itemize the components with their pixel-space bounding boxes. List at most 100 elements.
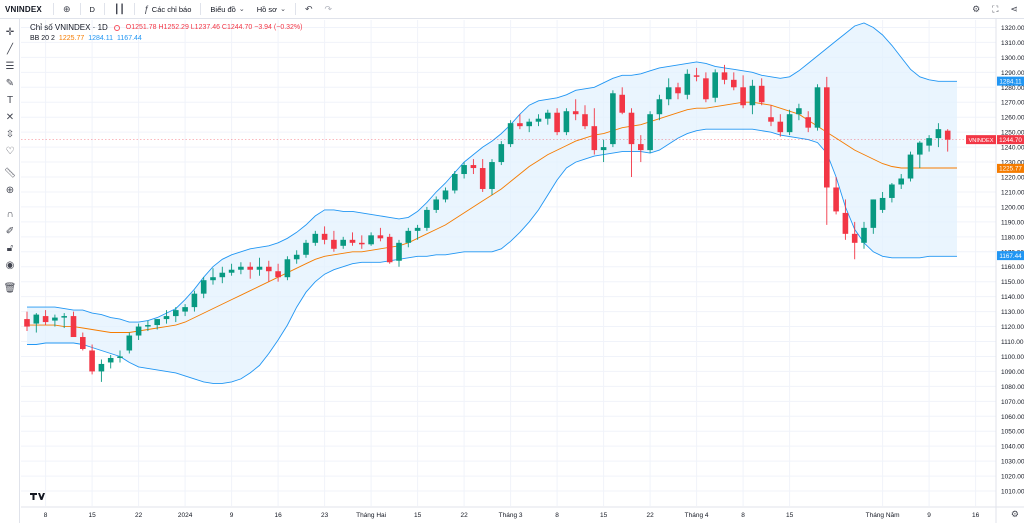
x-tick-label: Tháng 4 xyxy=(685,512,709,519)
candle-body xyxy=(321,233,328,240)
trash-icon[interactable]: 🗑︎ xyxy=(3,283,17,294)
toolbar-divider xyxy=(79,3,81,15)
candle xyxy=(638,135,644,163)
price-axis-badge xyxy=(997,251,1024,261)
candle-body xyxy=(145,325,151,327)
share-button[interactable]: ⋖ xyxy=(1004,0,1024,19)
candle-body xyxy=(926,138,932,146)
candle xyxy=(238,262,244,275)
candle-body xyxy=(703,78,709,100)
candle xyxy=(126,332,133,354)
undo-button[interactable]: ↶ xyxy=(299,0,319,19)
candle-body xyxy=(303,242,309,255)
candle xyxy=(526,118,532,133)
x-tick-label: 15 xyxy=(786,512,794,519)
ruler-icon[interactable]: 📏︎ xyxy=(3,168,17,179)
candle xyxy=(461,162,467,179)
chart-type-label: Biểu đồ xyxy=(210,4,236,14)
candle-body xyxy=(70,316,77,338)
candle-body xyxy=(610,93,616,145)
heart-icon[interactable]: ♡ xyxy=(5,146,15,157)
top-toolbar: VNINDEX ⊕ D ┃┃ ƒ Các chỉ báo Biểu đồ ⌄ Hồ … xyxy=(0,0,1024,19)
chart-type-button[interactable]: Biểu đồ ⌄ xyxy=(204,0,250,19)
candle xyxy=(758,78,765,106)
symbol-search-button[interactable]: VNINDEX xyxy=(5,4,42,14)
fib-icon[interactable]: ☰ xyxy=(5,61,15,72)
candle xyxy=(851,221,858,260)
x-tick-label: 8 xyxy=(555,512,559,519)
candle-body xyxy=(33,314,40,324)
candle xyxy=(731,72,737,91)
candle xyxy=(889,182,895,203)
candle xyxy=(777,114,784,137)
crosshair-icon[interactable]: ✛ xyxy=(5,27,15,38)
y-tick-label: 1250.00 xyxy=(1001,130,1024,137)
y-tick-label: 1290.00 xyxy=(1001,70,1024,77)
redo-button[interactable]: ↷ xyxy=(318,0,338,19)
template-button[interactable]: Hồ sơ ⌄ xyxy=(251,0,292,19)
candle xyxy=(70,311,77,338)
toolbar-divider xyxy=(103,3,105,15)
candle xyxy=(628,108,635,178)
candle-body xyxy=(349,239,356,243)
bb-upper-value: 1284.11 xyxy=(88,35,114,42)
candle xyxy=(80,332,86,351)
chart-style-button[interactable]: ┃┃ xyxy=(108,0,131,19)
y-tick-label: 1010.00 xyxy=(1001,489,1024,496)
candle-body xyxy=(340,239,346,246)
candle-body xyxy=(777,121,784,133)
fullscreen-icon: ⛶ xyxy=(992,4,999,14)
add-symbol-button[interactable]: ⊕ xyxy=(57,0,77,19)
measure-icon[interactable]: ⇳ xyxy=(5,129,15,140)
candle-body xyxy=(461,165,467,175)
candle-body xyxy=(238,266,244,270)
candle xyxy=(452,171,458,194)
interval-button[interactable]: D xyxy=(89,4,95,14)
y-tick-label: 1090.00 xyxy=(1001,369,1024,376)
candle xyxy=(479,159,486,192)
candle-body xyxy=(554,112,560,133)
fullscreen-button[interactable]: ⛶ xyxy=(986,0,1004,19)
candle-body xyxy=(368,235,374,245)
candle-body xyxy=(786,114,793,133)
y-tick-label: 1210.00 xyxy=(1001,189,1024,196)
indicators-button[interactable]: ƒ Các chỉ báo xyxy=(138,0,198,19)
price-axis-badge xyxy=(997,163,1024,173)
brush-icon[interactable]: ✎ xyxy=(5,78,15,89)
candle xyxy=(665,78,672,106)
eye-icon[interactable]: ◉ xyxy=(5,260,15,271)
candle xyxy=(907,151,914,182)
trend-line-icon[interactable]: ╱ xyxy=(6,44,14,55)
legend-bb-row[interactable]: BB 20 2 1225.77 1284.11 1167.44 xyxy=(30,33,303,44)
candle xyxy=(693,67,700,82)
zoom-icon[interactable]: ⊕ xyxy=(5,185,15,196)
x-tick-label: 16 xyxy=(972,512,980,519)
candle-body xyxy=(479,168,486,189)
magnet-icon[interactable]: ∩ xyxy=(6,209,14,220)
candle xyxy=(917,141,923,169)
candle xyxy=(740,75,746,109)
x-tick-label: 15 xyxy=(88,512,96,519)
candle xyxy=(256,257,263,276)
x-tick-label: 8 xyxy=(741,512,745,519)
lock-drawing-icon[interactable]: ✐ xyxy=(5,226,15,237)
candle-body xyxy=(526,121,532,127)
candle-body xyxy=(693,75,700,77)
text-icon[interactable]: T xyxy=(6,95,14,106)
candle xyxy=(507,120,514,148)
y-tick-label: 1070.00 xyxy=(1001,399,1024,406)
candle xyxy=(656,94,663,121)
candle-body xyxy=(684,73,691,95)
chevron-down-icon: ⌄ xyxy=(238,6,245,13)
candle-body xyxy=(768,117,774,122)
candle xyxy=(52,314,58,327)
settings-button[interactable]: ⚙ xyxy=(966,0,986,19)
candle xyxy=(321,226,328,245)
scale-settings-icon[interactable]: ⚙ xyxy=(1010,509,1019,519)
lock-icon[interactable]: 🔓︎ xyxy=(6,243,14,254)
candle-body xyxy=(414,227,421,231)
candle xyxy=(768,105,774,127)
toolbar-divider xyxy=(294,3,296,15)
pattern-icon[interactable]: ✕ xyxy=(5,112,15,123)
